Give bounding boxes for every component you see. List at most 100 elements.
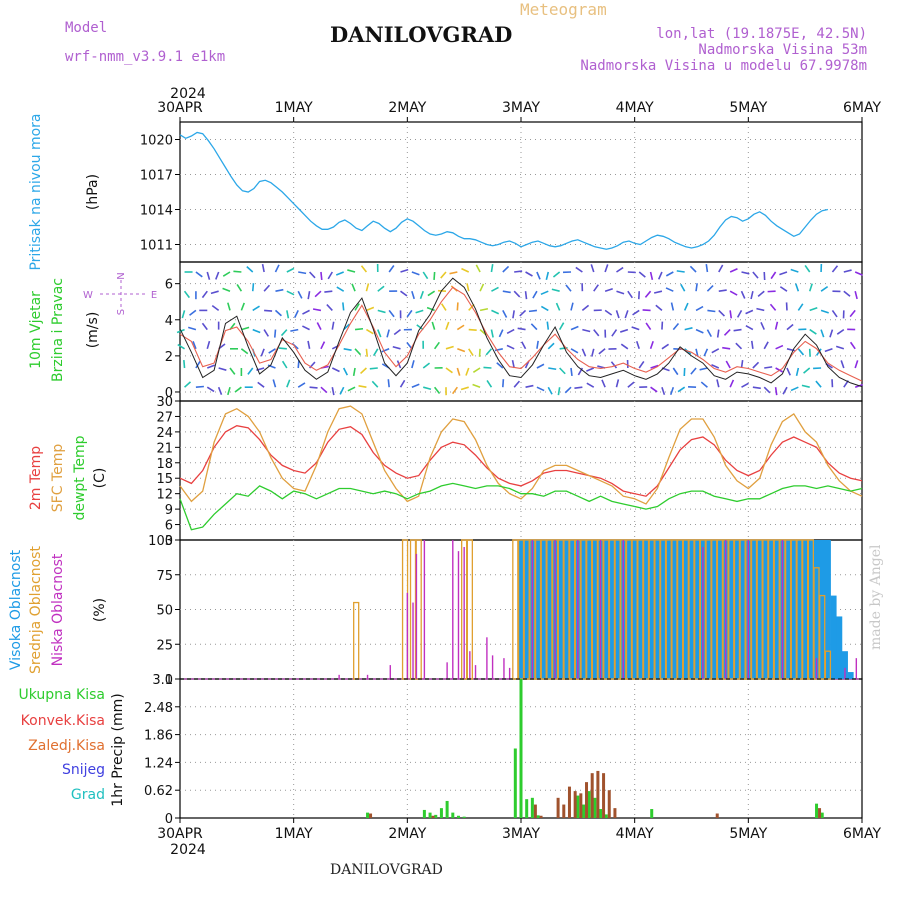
wind-arrow	[677, 386, 686, 393]
wind-arrow	[649, 271, 654, 280]
wind-arrow	[524, 291, 528, 300]
wind-arrow	[706, 284, 714, 292]
wind-arrow	[457, 348, 466, 353]
wind-arrow	[290, 328, 299, 332]
wind-arrow	[460, 386, 469, 391]
wind-arrow	[286, 379, 291, 388]
wind-arrow	[570, 367, 573, 377]
lonlat-text: lon,lat (19.1875E, 42.5N)	[656, 26, 867, 42]
wind-arrow	[483, 366, 492, 369]
total-precip-bar	[434, 814, 438, 818]
wind-arrow	[335, 271, 344, 276]
high-cloud-bar	[756, 540, 763, 679]
convective-precip-bar	[556, 797, 560, 818]
mid-cloud-bar	[694, 539, 701, 680]
high-cloud-bar	[535, 540, 542, 679]
wind-unit: (m/s)	[85, 312, 101, 349]
high-cloud-bar	[711, 540, 718, 679]
x-tick-label-top: 30APR	[157, 100, 203, 116]
high-cloud-bar	[807, 540, 814, 679]
wind-arrow	[456, 367, 461, 376]
wind-arrow	[449, 271, 458, 275]
mid-cloud-bar	[512, 539, 519, 680]
wind-arrow	[280, 329, 288, 337]
wind-arrow	[479, 307, 489, 312]
wind-arrow	[695, 283, 698, 292]
wind-arrow	[360, 265, 368, 273]
y-tick-label: 0	[165, 386, 173, 401]
wind-arrow	[836, 328, 845, 335]
compass-east: E	[151, 290, 157, 301]
y-tick-label: 1.86	[144, 729, 173, 744]
temp-ylabel-sfc: SFC Temp	[50, 444, 66, 513]
y-tick-label: 6	[165, 519, 173, 534]
wind-arrow	[729, 310, 733, 319]
mid-cloud-bar	[642, 539, 650, 680]
wind-arrow	[451, 386, 458, 395]
wind-arrow	[570, 348, 579, 354]
wind-arrow	[552, 271, 561, 278]
wind-arrow	[247, 367, 254, 375]
wind-arrow	[506, 328, 515, 335]
high-cloud-bar	[682, 540, 689, 679]
wind-arrow	[472, 383, 481, 388]
wind-arrow	[445, 345, 454, 350]
high-cloud-bar	[790, 540, 797, 679]
wind-arrow	[502, 379, 505, 388]
total-precip-bar	[513, 748, 517, 818]
x-tick-label-bottom: 2MAY	[388, 826, 426, 842]
wind-arrow	[320, 271, 323, 281]
high-cloud-bar	[608, 540, 615, 679]
wind-arrow	[649, 340, 654, 350]
wind-arrow	[431, 321, 436, 330]
model-label: Model	[65, 20, 108, 36]
wind-arrow	[281, 360, 288, 369]
high-cloud-bar	[546, 540, 553, 679]
wind-arrow	[849, 341, 856, 350]
wind-barbs	[176, 263, 864, 396]
wind-ylabel-2: Brzina i Pravac	[50, 278, 66, 382]
meteogram-label: Meteogram	[520, 0, 607, 19]
x-tick-label-bottom: 5MAY	[729, 826, 767, 842]
wind-arrow	[620, 343, 629, 350]
mid-cloud-bar	[790, 539, 797, 680]
y-tick-label: 100	[148, 534, 173, 549]
wind-arrow	[426, 306, 435, 312]
wind-arrow	[763, 386, 771, 394]
wind-arrow	[222, 287, 231, 292]
wind-arrow	[195, 360, 201, 369]
wind-arrow	[820, 285, 829, 292]
high-cloud-bar	[830, 595, 837, 679]
total-precip-bar	[456, 815, 460, 818]
total-precip-bar	[536, 815, 540, 818]
mid-cloud-bar	[819, 594, 826, 680]
wind-arrow	[740, 290, 746, 299]
y-tick-label: 21	[156, 441, 173, 456]
wind-arrow	[808, 283, 813, 292]
wind-arrow	[657, 271, 663, 280]
wind-arrow	[782, 386, 788, 395]
wind-arrow	[369, 367, 378, 370]
wind-arrow	[263, 284, 271, 292]
wind-arrow	[689, 265, 697, 273]
wind-arrow	[574, 386, 583, 389]
wind-arrow	[314, 290, 322, 298]
wind-arrow	[400, 290, 408, 297]
mid-cloud-bar	[728, 539, 735, 680]
wind-arrow	[312, 308, 322, 312]
wind-arrow	[661, 343, 670, 350]
high-cloud-bar	[648, 540, 655, 679]
wind-arrow	[843, 290, 851, 297]
wind-arrow	[661, 386, 666, 396]
wind-arrow	[272, 379, 277, 388]
cloud-ylabel-low: Niska Oblacnost	[50, 553, 66, 666]
wind-arrow	[252, 305, 260, 312]
wind-arrow	[416, 324, 424, 331]
total-precip-bar	[519, 679, 523, 818]
high-cloud-bar	[586, 540, 593, 679]
high-cloud-bar	[841, 651, 848, 679]
wind-arrow	[672, 367, 679, 376]
high-cloud-bar	[733, 540, 740, 679]
